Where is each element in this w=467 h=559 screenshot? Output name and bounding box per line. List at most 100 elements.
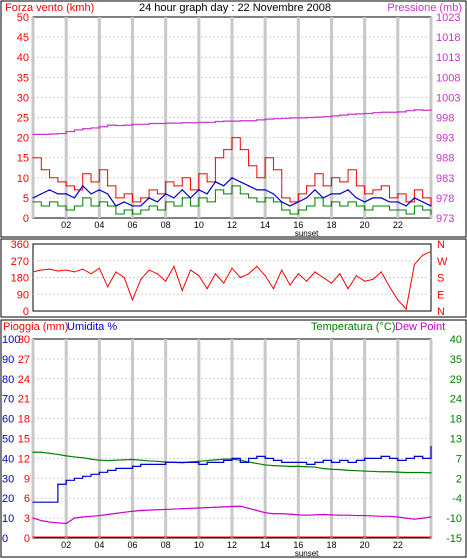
wind-direction-series-point — [272, 288, 275, 290]
wind-gust-series-point — [314, 173, 316, 175]
rain-series-point — [115, 536, 117, 538]
temperature-series-point — [256, 462, 258, 465]
humidity-series-point — [189, 461, 192, 463]
wind-avg-series-point — [330, 201, 333, 203]
humidity-series-point — [82, 475, 84, 477]
temperature-series-point — [422, 471, 424, 474]
humidity-series-point — [272, 459, 275, 461]
wind-mean-series-point — [181, 189, 183, 191]
wind-mean-series-point — [281, 201, 283, 203]
wind-mean-series-point — [98, 189, 100, 191]
pressure-series-point — [156, 122, 158, 125]
rain-series-point — [405, 536, 407, 538]
wind-mean-series-point — [231, 177, 233, 179]
dewpoint-series-point — [372, 515, 374, 517]
temperature-series-point — [397, 471, 399, 473]
humidity-series-point — [247, 457, 250, 459]
humidity-series-point — [198, 463, 200, 465]
dewpoint-series-point — [65, 522, 67, 525]
dewpoint-series-point — [355, 514, 357, 517]
humidity-series-point — [57, 483, 59, 485]
wind-tick-label: 35 — [17, 72, 29, 84]
wind-gust-series-point — [73, 189, 76, 191]
wind-avg-series-point — [214, 189, 217, 191]
rain-series-point — [397, 536, 399, 538]
rain-series-point — [32, 536, 34, 538]
pressure-series-point — [380, 111, 382, 113]
temperature-series-point — [264, 464, 266, 466]
rain-tick-label: 30 — [18, 334, 30, 346]
wind-avg-series-point — [264, 197, 266, 199]
dewpoint-series-point — [40, 520, 42, 522]
humidity-series-point — [90, 473, 92, 475]
wind-gust-series-point — [206, 181, 208, 183]
rain-series-point — [297, 536, 299, 538]
dewpoint-series-point — [206, 507, 208, 509]
hour-stripe — [330, 339, 333, 538]
panel-direction-border — [0, 238, 467, 318]
rain-series-point — [173, 536, 175, 538]
hour-stripe — [97, 17, 101, 218]
wind-mean-series-point — [380, 197, 382, 199]
temp-tick-label: 18 — [450, 414, 462, 426]
x-tick-label: 06 — [127, 220, 137, 230]
pressure-tick-label: 983 — [436, 173, 454, 185]
wind-mean-series-point — [82, 185, 84, 187]
wind-avg-series-point — [32, 201, 34, 203]
wind-gust-series-point — [214, 157, 217, 159]
pressure-series-point — [297, 117, 299, 119]
pressure-series-point — [40, 133, 42, 135]
temperature-series-point — [206, 459, 208, 462]
wind-direction-series-point — [231, 267, 233, 269]
humidity-series-point — [297, 461, 299, 463]
temperature-series-point — [198, 460, 200, 462]
wind-mean-series-point — [297, 201, 299, 203]
rain-series-point — [206, 536, 208, 538]
dewpoint-series-point — [405, 517, 407, 519]
pressure-axis-label: Pressione (mb) — [387, 2, 462, 14]
wind-direction-series-point — [123, 276, 125, 279]
pressure-series-point — [123, 124, 125, 126]
humidity-tick-label: 90 — [2, 354, 14, 366]
wind-mean-series-point — [173, 197, 175, 199]
wind-gust-series-point — [231, 137, 233, 139]
rain-series-point — [57, 536, 59, 538]
temperature-series-point — [57, 453, 59, 456]
wind-direction-series-point — [140, 278, 142, 280]
wind-avg-series-point — [148, 205, 150, 207]
wind-direction-series-point — [32, 271, 34, 273]
pressure-tick-label: 973 — [436, 213, 454, 225]
wind-mean-series-point — [40, 193, 42, 195]
wind-gust-series-point — [380, 185, 382, 187]
wind-direction-series-point — [223, 282, 225, 284]
wind-direction-series-point — [73, 271, 76, 273]
pressure-series-point — [281, 117, 283, 119]
rain-series-point — [314, 536, 316, 538]
humidity-series-point — [264, 457, 266, 459]
pressure-tick-label: 993 — [436, 133, 454, 145]
rain-series-point — [289, 536, 291, 538]
humidity-series-point — [156, 463, 158, 465]
pressure-series-point — [57, 132, 59, 135]
dewpoint-series-point — [364, 514, 366, 517]
wind-gust-series-point — [57, 181, 59, 183]
wind-gust-series-point — [82, 173, 84, 175]
rain-series-point — [181, 536, 183, 538]
dewpoint-series-point — [181, 508, 183, 510]
x-tick-label: 16 — [293, 540, 303, 550]
rain-series-point — [90, 536, 92, 538]
pressure-tick-label: 1018 — [436, 32, 460, 44]
wind-avg-series-point — [165, 201, 167, 203]
temperature-series-point — [430, 472, 432, 474]
rain-series-point — [422, 536, 424, 538]
wind-gust-series-point — [264, 157, 266, 159]
x-tick-label: 10 — [194, 220, 204, 230]
wind-avg-series-point — [98, 201, 100, 203]
wind-tick-label: 40 — [17, 52, 29, 64]
wind-direction-series-point — [107, 286, 109, 288]
wind-avg-series-point — [40, 205, 42, 207]
humidity-tick-label: 40 — [2, 453, 14, 465]
wind-gust-series-point — [173, 185, 175, 187]
rain-series-point — [48, 536, 51, 538]
humidity-series-point — [98, 471, 100, 473]
